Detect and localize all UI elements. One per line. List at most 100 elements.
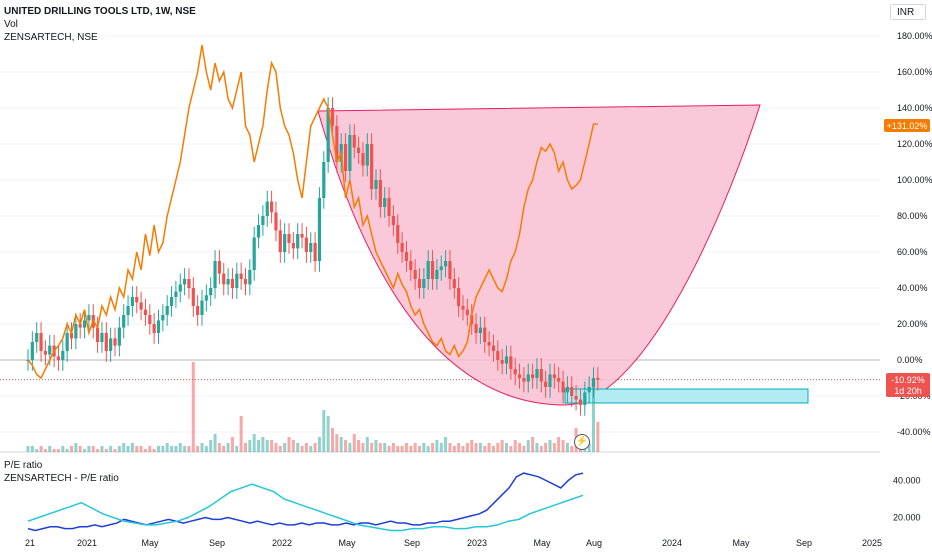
lightning-icon[interactable]: ⚡ (574, 434, 590, 450)
volume-bar (183, 446, 187, 452)
volume-bar (74, 443, 78, 452)
candle-body (322, 162, 326, 198)
candle-body (187, 279, 191, 288)
volume-bar (592, 386, 595, 452)
countdown-text: 1d 20h (894, 386, 922, 396)
candle-body (183, 279, 187, 285)
volume-bar (483, 446, 487, 452)
volume-bar (313, 443, 317, 452)
candle-body (69, 333, 74, 339)
volume-bar (439, 443, 443, 452)
candle-body (422, 279, 426, 288)
volume-bars (26, 362, 600, 452)
candle-body (126, 306, 130, 315)
candle-body (357, 147, 361, 153)
candle-body (404, 252, 409, 261)
volume-bar (522, 446, 526, 452)
candle-body (361, 153, 365, 166)
candle-body (222, 273, 226, 285)
candle-body (213, 261, 217, 288)
volume-bar (535, 443, 539, 452)
pe-ratio-label[interactable]: P/E ratio (4, 460, 43, 471)
candle-body (500, 360, 504, 364)
candle-body (409, 261, 413, 270)
candle-body (452, 279, 456, 288)
volume-bar (56, 449, 60, 452)
volume-bar (104, 449, 108, 452)
candle-body (148, 315, 152, 324)
volume-bar (239, 416, 243, 452)
volume-bar (452, 446, 456, 452)
volume-bar (204, 446, 208, 452)
volume-bar (357, 440, 361, 452)
candle-body (439, 266, 443, 270)
candle-body (204, 295, 208, 301)
volume-bar (35, 449, 39, 452)
volume-bar (317, 437, 321, 452)
y-tick-label: 80.00% (897, 211, 928, 221)
candle-body (130, 297, 134, 306)
x-tick-label: May (732, 538, 750, 548)
candle-body (483, 327, 487, 342)
x-tick-label: 2021 (77, 538, 97, 548)
volume-bar (148, 446, 152, 452)
volume-bar (135, 446, 139, 452)
compare-value-text: +131.02% (887, 121, 928, 131)
y-tick-label: 40.00% (897, 283, 928, 293)
x-tick-label: May (141, 538, 159, 548)
candle-body (278, 230, 282, 252)
volume-bar (552, 443, 556, 452)
volume-label[interactable]: Vol (4, 19, 18, 30)
candle-body (113, 338, 117, 346)
candle-body (596, 378, 600, 380)
candle-body (387, 198, 391, 216)
volume-bar (413, 443, 417, 452)
target-zone-box (564, 388, 809, 404)
x-tick-label: May (338, 538, 356, 548)
candle-body (104, 333, 108, 351)
candle-body (548, 374, 552, 387)
candle-body (574, 396, 578, 400)
symbol-title[interactable]: UNITED DRILLING TOOLS LTD, 1W, NSE (4, 6, 196, 17)
candle-body (178, 284, 182, 292)
candle-body (100, 333, 104, 342)
volume-bar (287, 437, 291, 452)
volume-bar (539, 446, 543, 452)
candle-body (296, 234, 300, 249)
volume-bar (505, 443, 508, 452)
candle-body (252, 237, 256, 270)
volume-bar (165, 443, 169, 452)
compare-symbol-label[interactable]: ZENSARTECH, NSE (4, 32, 98, 43)
volume-bar (96, 449, 100, 452)
candle-body (383, 198, 387, 207)
candle-body (61, 351, 65, 360)
volume-bar (304, 443, 308, 452)
candle-body (491, 345, 496, 351)
candle-body (352, 135, 356, 148)
volume-bar (378, 443, 382, 452)
currency-button[interactable]: INR (890, 4, 926, 20)
volume-bar (161, 446, 165, 452)
candle-body (557, 378, 561, 382)
candle-body (270, 201, 274, 213)
candle-body (461, 306, 465, 310)
candle-body (517, 374, 522, 378)
candle-body (39, 333, 43, 351)
volume-bar (143, 449, 147, 452)
compare-pe-line (27, 483, 584, 532)
compare-pe-label[interactable]: ZENSARTECH - P/E ratio (4, 473, 119, 484)
candle-body (535, 369, 539, 378)
volume-bar (30, 446, 34, 452)
volume-bar (344, 440, 348, 452)
volume-bar (509, 446, 513, 452)
volume-bar (500, 440, 504, 452)
volume-bar (291, 440, 295, 452)
candle-body (330, 108, 335, 126)
x-tick-label: 2023 (467, 538, 487, 548)
volume-bar (196, 446, 200, 452)
candle-body (400, 243, 404, 252)
candlesticks (26, 97, 600, 416)
pe-y-tick-label: 20.000 (893, 513, 921, 523)
